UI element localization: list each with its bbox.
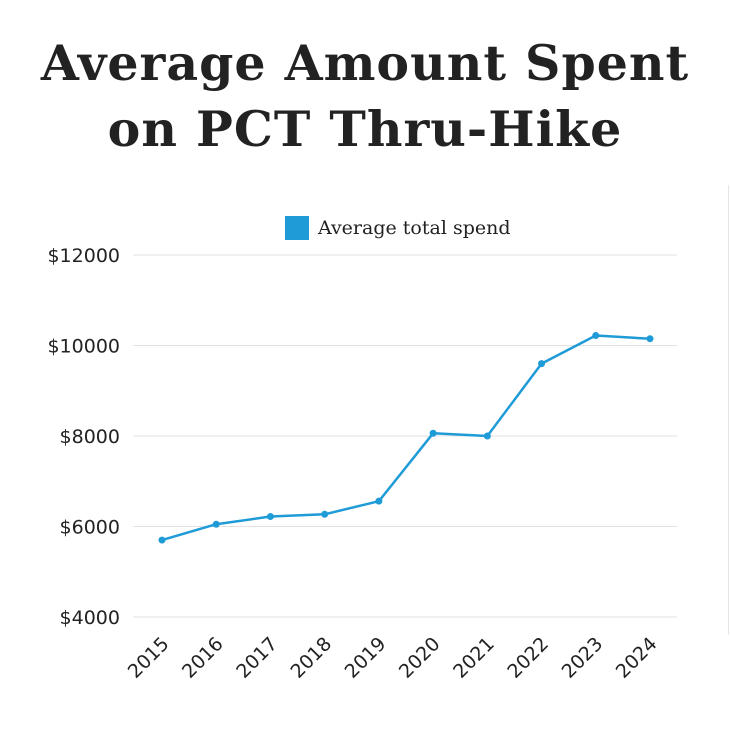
series-group [158,332,654,544]
x-tick-label: 2018 [286,633,336,683]
y-tick-label: $6000 [60,517,120,539]
data-point[interactable] [158,536,166,544]
series-line [161,334,651,542]
y-tick-label: $12000 [47,245,120,267]
x-tick-label: 2015 [124,633,174,683]
legend: Average total spend [285,216,511,240]
chart-title-line-1: Average Amount Spent [40,34,690,92]
chart-title-line-2: on PCT Thru-Hike [107,100,623,158]
data-point[interactable] [212,520,220,528]
y-tick-label: $10000 [47,336,120,358]
x-tick-label: 2024 [612,633,662,683]
data-point[interactable] [266,513,274,521]
data-point[interactable] [375,497,383,505]
data-point[interactable] [429,429,437,437]
data-point[interactable] [321,510,329,518]
y-tick-label: $8000 [60,426,120,448]
data-point[interactable] [646,335,654,343]
chart-title: Average Amount Spent on PCT Thru-Hike [0,30,730,162]
y-axis-tick-labels: $4000 $6000 $8000 $10000 $12000 [47,245,120,629]
y-tick-label: $4000 [60,607,120,629]
x-axis-tick-labels: 2015 2016 2017 2018 2019 2020 2021 2022 2023 2024 [124,633,662,683]
x-tick-label: 2023 [558,633,608,683]
gridlines [133,254,677,618]
x-tick-label: 2017 [232,633,282,683]
x-tick-label: 2022 [503,633,553,683]
data-point[interactable] [483,432,491,440]
data-point[interactable] [592,332,600,340]
legend-swatch [285,216,309,240]
legend-label: Average total spend [317,217,511,239]
x-tick-label: 2019 [341,633,391,683]
x-tick-label: 2021 [449,633,499,683]
x-tick-label: 2016 [178,633,228,683]
data-point[interactable] [538,360,546,368]
right-divider [728,185,729,635]
x-tick-label: 2020 [395,633,445,683]
